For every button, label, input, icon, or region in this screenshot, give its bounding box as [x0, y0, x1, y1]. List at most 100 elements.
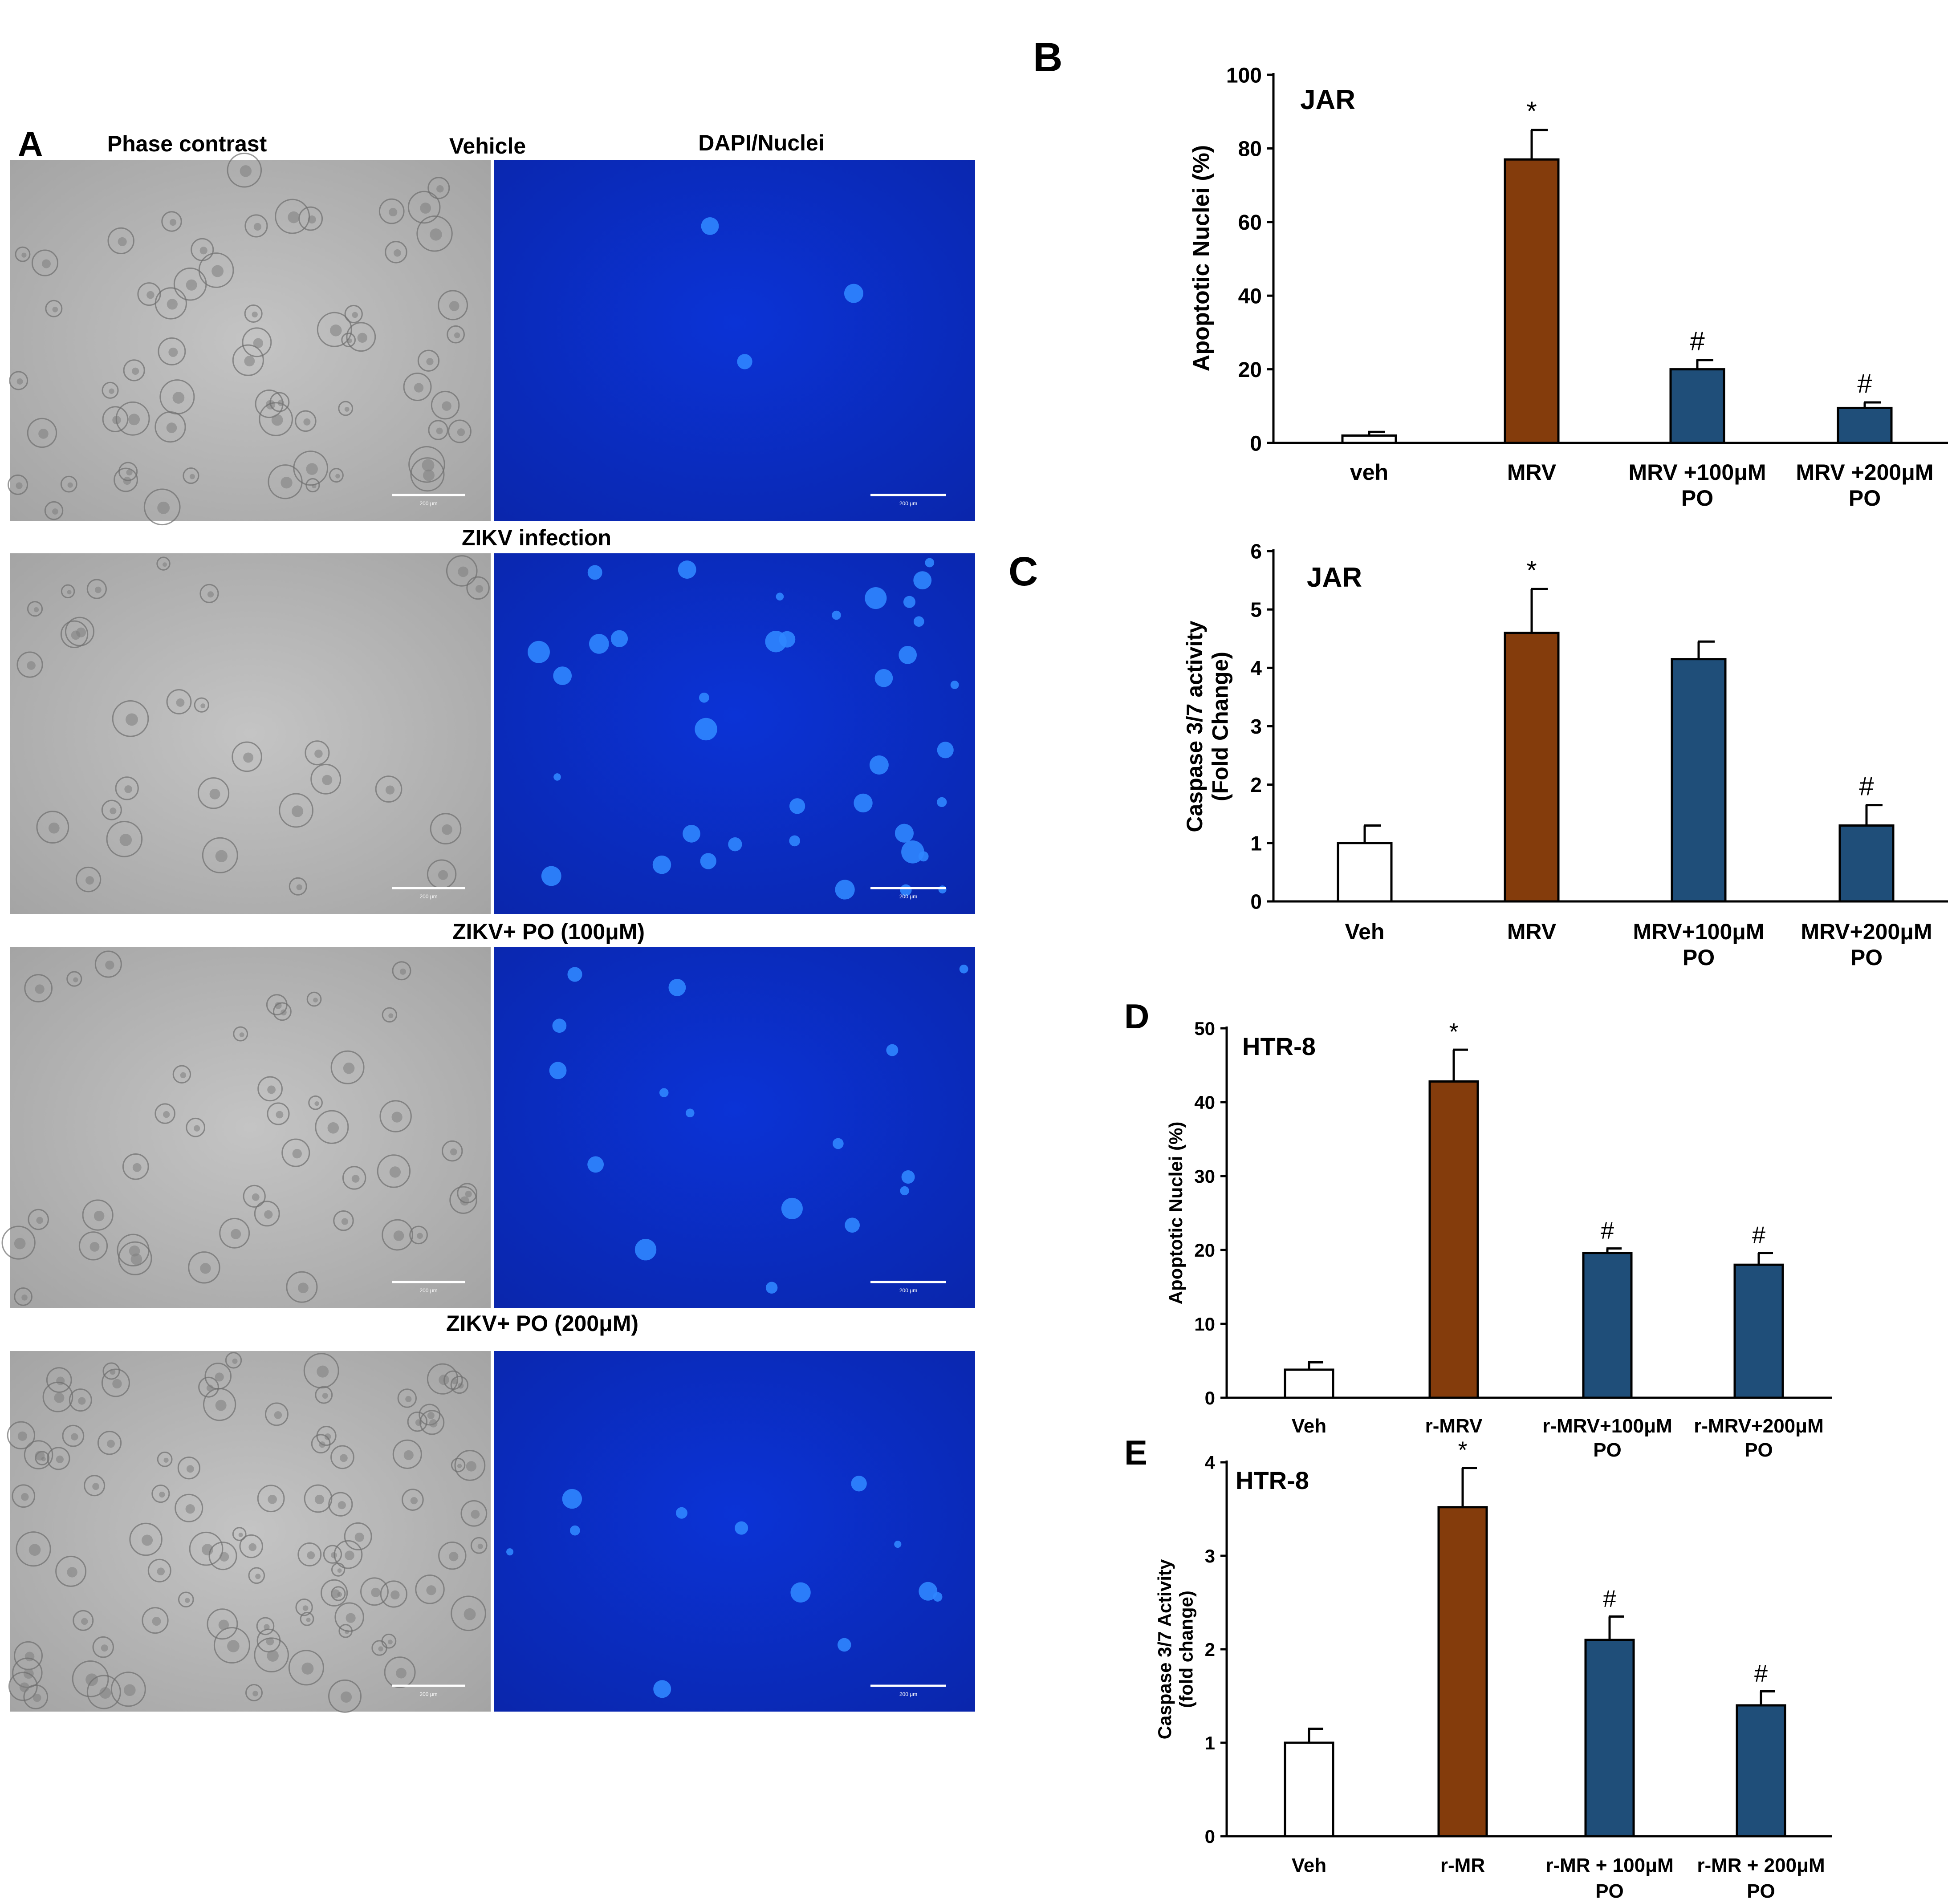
bar [1284, 1741, 1334, 1838]
cell-nucleus [124, 785, 132, 793]
dapi-nucleus [844, 284, 863, 303]
dapi-image-po-100 [494, 947, 975, 1308]
cell-nucleus [189, 474, 195, 479]
cell-nucleus [344, 407, 350, 412]
cell-nucleus [152, 1617, 161, 1626]
cell-nucleus [194, 1125, 200, 1132]
cell-nucleus [268, 1494, 277, 1504]
cell-outline [143, 488, 181, 526]
cell-nucleus [274, 1411, 282, 1419]
y-tick-label: 60 [1238, 211, 1262, 235]
cell-nucleus [429, 1419, 438, 1428]
dapi-nucleus [895, 824, 914, 843]
phase-contrast-image-zikv [10, 553, 491, 914]
bar [1428, 1080, 1479, 1399]
cell-nucleus [19, 1682, 29, 1692]
cell-nucleus [17, 1431, 27, 1441]
cell-nucleus [33, 1693, 41, 1702]
dapi-nucleus [567, 967, 582, 982]
cell-outline [137, 282, 161, 306]
dapi-nucleus [901, 1170, 915, 1184]
cell-nucleus [405, 1396, 412, 1403]
dapi-nucleus [653, 1680, 671, 1698]
cell-nucleus [185, 1598, 190, 1603]
y-tick-label: 0 [1250, 432, 1262, 455]
cell-outline [380, 1580, 407, 1608]
y-tick-label: 30 [1194, 1166, 1215, 1187]
cell-outline [419, 1410, 445, 1435]
cell-nucleus [267, 1085, 276, 1094]
cell-outline [311, 1434, 331, 1454]
y-tick-label: 6 [1250, 540, 1262, 563]
cell-nucleus [78, 1397, 86, 1405]
chart-panel-b: B JAR Apoptotic Nuclei (%) 0 20 40 60 80 100 veh *… [1033, 35, 1948, 511]
cell-nucleus [414, 383, 424, 393]
cell-outline [448, 419, 472, 443]
x-tick-label: MRV +200μM [1796, 460, 1934, 485]
cell-nucleus [36, 1217, 44, 1224]
scale-bar: 200 μm [870, 887, 946, 900]
cell-nucleus [454, 332, 460, 338]
micrograph-row-zikv-po-100: 200 μm 200 μm [1, 947, 975, 1308]
cell-nucleus [232, 1358, 238, 1364]
cell-nucleus [281, 1009, 287, 1016]
cell-nucleus [292, 805, 304, 817]
y-tick-label: 0 [1205, 1826, 1215, 1847]
dapi-nucleus [950, 681, 959, 689]
cell-outline [110, 1672, 146, 1707]
cell-outline [427, 1363, 459, 1395]
cell-outline [381, 1633, 397, 1649]
dapi-nucleus [790, 1582, 811, 1603]
dapi-nucleus [541, 866, 561, 886]
significance-star: * [1458, 1437, 1467, 1464]
significance-hash: # [1603, 1586, 1616, 1612]
cell-nucleus [227, 1640, 240, 1652]
x-tick-label: Veh [1345, 919, 1385, 944]
dapi-nucleus [552, 1018, 567, 1033]
x-tick-label: veh [1350, 460, 1388, 485]
bar [1504, 632, 1560, 903]
cell-nucleus [231, 1229, 241, 1239]
cell-outline [97, 1431, 122, 1455]
y-axis-label-line: Apoptotic Nuclei (%) [1165, 1122, 1186, 1305]
cell-nucleus [200, 703, 206, 709]
dapi-nucleus [553, 773, 561, 781]
cell-outline [65, 617, 95, 646]
cell-nucleus [157, 1567, 165, 1575]
micrograph-row-zikv-po-200: 200 μm 200 μm [7, 1351, 975, 1713]
y-tick-label: 80 [1238, 138, 1262, 161]
cell-nucleus [159, 1491, 165, 1498]
cell-outline [61, 584, 75, 599]
dapi-nucleus [528, 641, 550, 663]
cell-nucleus [264, 1624, 270, 1630]
y-tick-label: 100 [1226, 64, 1262, 87]
cell-nucleus [92, 1483, 99, 1490]
cell-outline [157, 1451, 173, 1467]
significance-star: * [1526, 96, 1537, 126]
cell-nucleus [371, 1587, 381, 1597]
panel-letter: C [1008, 549, 1038, 594]
cell-outline [402, 1489, 424, 1511]
cell-outline [451, 1457, 466, 1473]
cell-outline [416, 215, 453, 252]
cell-outline [289, 877, 307, 896]
cell-nucleus [238, 1533, 243, 1538]
cell-nucleus [41, 259, 51, 268]
cell-nucleus [52, 508, 58, 515]
cell-nucleus [56, 1455, 64, 1463]
dapi-nucleus [832, 610, 841, 620]
cell-nucleus [322, 1393, 328, 1399]
x-tick-label: MRV [1507, 460, 1557, 485]
cell-nucleus [354, 1532, 364, 1542]
cell-nucleus [390, 1590, 400, 1600]
cell-nucleus [219, 1552, 229, 1562]
cell-outline [94, 950, 122, 978]
cell-outline [14, 1287, 33, 1306]
bar [1736, 1704, 1786, 1838]
cell-nucleus [314, 749, 323, 758]
cell-nucleus [199, 247, 207, 255]
scale-bar-label: 200 μm [899, 893, 917, 900]
cell-outline [194, 697, 209, 713]
cell-outline [460, 1500, 488, 1527]
phase-contrast-image-po-200 [10, 1351, 491, 1712]
